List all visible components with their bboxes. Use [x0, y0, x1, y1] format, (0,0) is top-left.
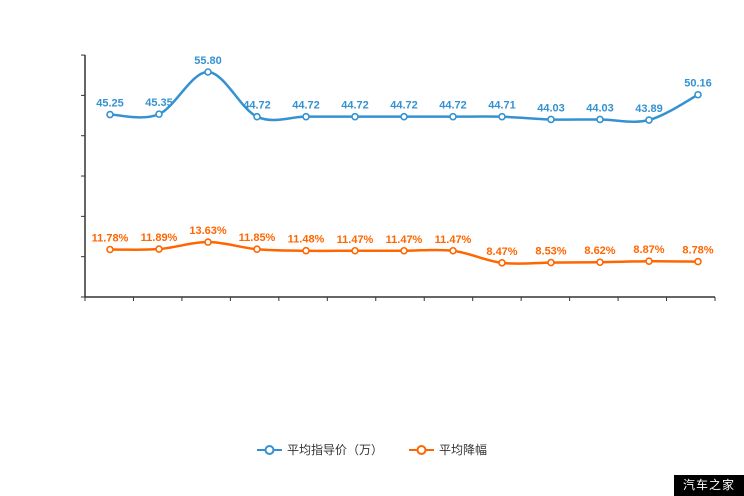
svg-text:44.72: 44.72: [390, 100, 418, 112]
svg-text:44.03: 44.03: [586, 102, 614, 114]
svg-text:44.03: 44.03: [537, 102, 565, 114]
svg-text:11.47%: 11.47%: [386, 234, 423, 246]
legend-item-avg-discount[interactable]: 平均降幅: [409, 443, 487, 457]
svg-text:11.47%: 11.47%: [337, 234, 374, 246]
svg-text:11.78%: 11.78%: [92, 233, 129, 245]
svg-text:50.16: 50.16: [684, 78, 712, 90]
svg-text:45.35: 45.35: [145, 97, 173, 109]
svg-text:44.72: 44.72: [341, 100, 369, 112]
line-chart: 45.25 45.35 55.80 44.72 44.72 44.72 44.72 44.72…: [81, 54, 716, 301]
legend-label-avg-guide-price: 平均指导价（万）: [286, 443, 383, 457]
svg-text:8.87%: 8.87%: [633, 244, 664, 256]
svg-text:44.71: 44.71: [488, 100, 516, 112]
chart-legend: 平均指导价（万） 平均降幅: [0, 443, 744, 457]
legend-item-avg-guide-price[interactable]: 平均指导价（万）: [256, 443, 383, 457]
svg-text:11.89%: 11.89%: [141, 232, 178, 244]
legend-label-avg-discount: 平均降幅: [439, 443, 488, 457]
svg-text:8.62%: 8.62%: [584, 245, 615, 257]
svg-text:8.53%: 8.53%: [535, 246, 566, 258]
watermark-autohome: 汽车之家: [673, 475, 744, 496]
svg-text:8.78%: 8.78%: [682, 245, 713, 257]
svg-text:44.72: 44.72: [439, 100, 467, 112]
svg-text:45.25: 45.25: [96, 98, 124, 110]
svg-text:11.47%: 11.47%: [435, 234, 472, 246]
svg-text:8.47%: 8.47%: [486, 246, 517, 258]
svg-text:11.85%: 11.85%: [239, 232, 276, 244]
svg-text:11.48%: 11.48%: [288, 234, 325, 246]
svg-text:44.72: 44.72: [243, 100, 271, 112]
svg-text:55.80: 55.80: [194, 55, 222, 67]
svg-text:13.63%: 13.63%: [189, 225, 227, 237]
svg-text:43.89: 43.89: [635, 103, 663, 115]
legend-line-circle-icon: [256, 444, 282, 456]
svg-text:44.72: 44.72: [292, 100, 320, 112]
legend-line-circle-icon: [409, 444, 434, 456]
